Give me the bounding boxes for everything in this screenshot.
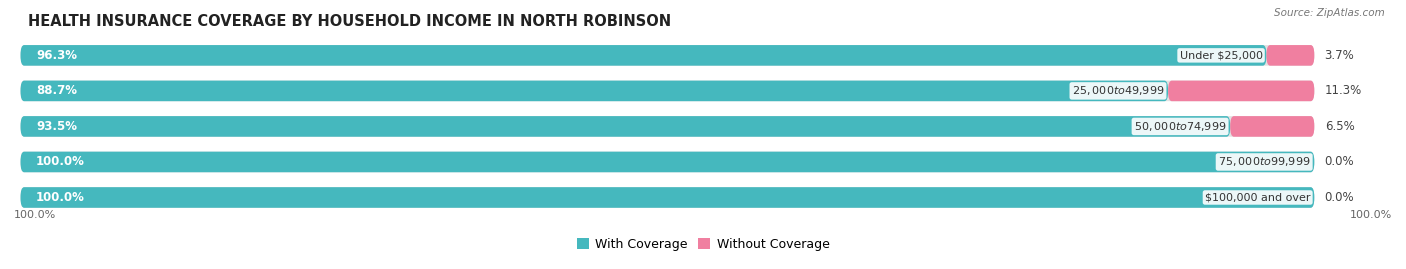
Text: 0.0%: 0.0% [1324, 191, 1354, 204]
Text: 100.0%: 100.0% [37, 191, 84, 204]
Text: 0.0%: 0.0% [1324, 155, 1354, 168]
FancyBboxPatch shape [1267, 45, 1315, 66]
FancyBboxPatch shape [21, 81, 1315, 101]
FancyBboxPatch shape [21, 152, 1315, 172]
Text: 6.5%: 6.5% [1324, 120, 1354, 133]
Text: 100.0%: 100.0% [37, 155, 84, 168]
Text: 96.3%: 96.3% [37, 49, 77, 62]
Text: 11.3%: 11.3% [1324, 84, 1362, 97]
Text: $50,000 to $74,999: $50,000 to $74,999 [1133, 120, 1226, 133]
FancyBboxPatch shape [21, 81, 1168, 101]
Text: Under $25,000: Under $25,000 [1180, 50, 1263, 60]
Text: 100.0%: 100.0% [1350, 210, 1392, 220]
Text: 88.7%: 88.7% [37, 84, 77, 97]
FancyBboxPatch shape [21, 45, 1315, 66]
Legend: With Coverage, Without Coverage: With Coverage, Without Coverage [572, 233, 834, 256]
Text: 3.7%: 3.7% [1324, 49, 1354, 62]
FancyBboxPatch shape [21, 152, 1315, 172]
FancyBboxPatch shape [1230, 116, 1315, 137]
FancyBboxPatch shape [21, 116, 1315, 137]
Text: $75,000 to $99,999: $75,000 to $99,999 [1218, 155, 1310, 168]
Text: $100,000 and over: $100,000 and over [1205, 193, 1310, 203]
Text: $25,000 to $49,999: $25,000 to $49,999 [1071, 84, 1164, 97]
Text: HEALTH INSURANCE COVERAGE BY HOUSEHOLD INCOME IN NORTH ROBINSON: HEALTH INSURANCE COVERAGE BY HOUSEHOLD I… [28, 13, 671, 29]
Text: 93.5%: 93.5% [37, 120, 77, 133]
Text: Source: ZipAtlas.com: Source: ZipAtlas.com [1274, 8, 1385, 18]
FancyBboxPatch shape [1168, 81, 1315, 101]
FancyBboxPatch shape [21, 45, 1267, 66]
Text: 100.0%: 100.0% [14, 210, 56, 220]
FancyBboxPatch shape [21, 116, 1230, 137]
FancyBboxPatch shape [21, 187, 1315, 208]
FancyBboxPatch shape [21, 187, 1315, 208]
